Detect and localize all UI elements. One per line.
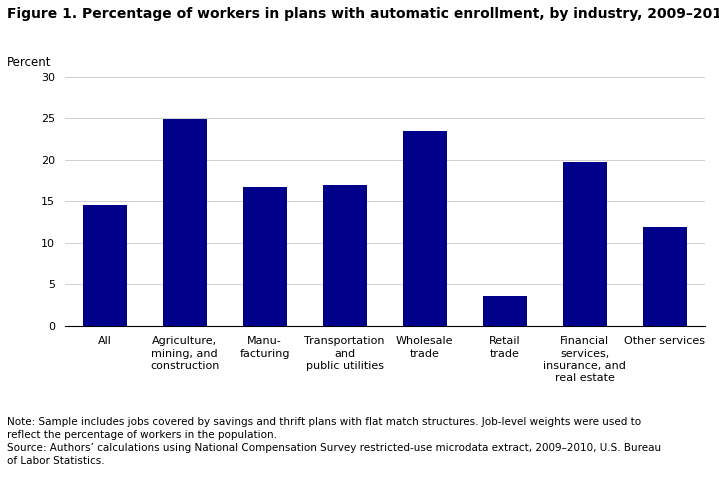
Bar <box>162 119 206 326</box>
Bar <box>643 227 687 326</box>
Bar <box>323 185 367 326</box>
Bar <box>563 162 607 326</box>
Text: Figure 1. Percentage of workers in plans with automatic enrollment, by industry,: Figure 1. Percentage of workers in plans… <box>7 7 719 21</box>
Bar <box>243 187 287 326</box>
Bar <box>403 131 446 326</box>
Bar <box>482 296 526 326</box>
Text: Percent: Percent <box>7 57 52 69</box>
Bar <box>83 205 127 326</box>
Text: Note: Sample includes jobs covered by savings and thrift plans with flat match s: Note: Sample includes jobs covered by sa… <box>7 417 661 467</box>
